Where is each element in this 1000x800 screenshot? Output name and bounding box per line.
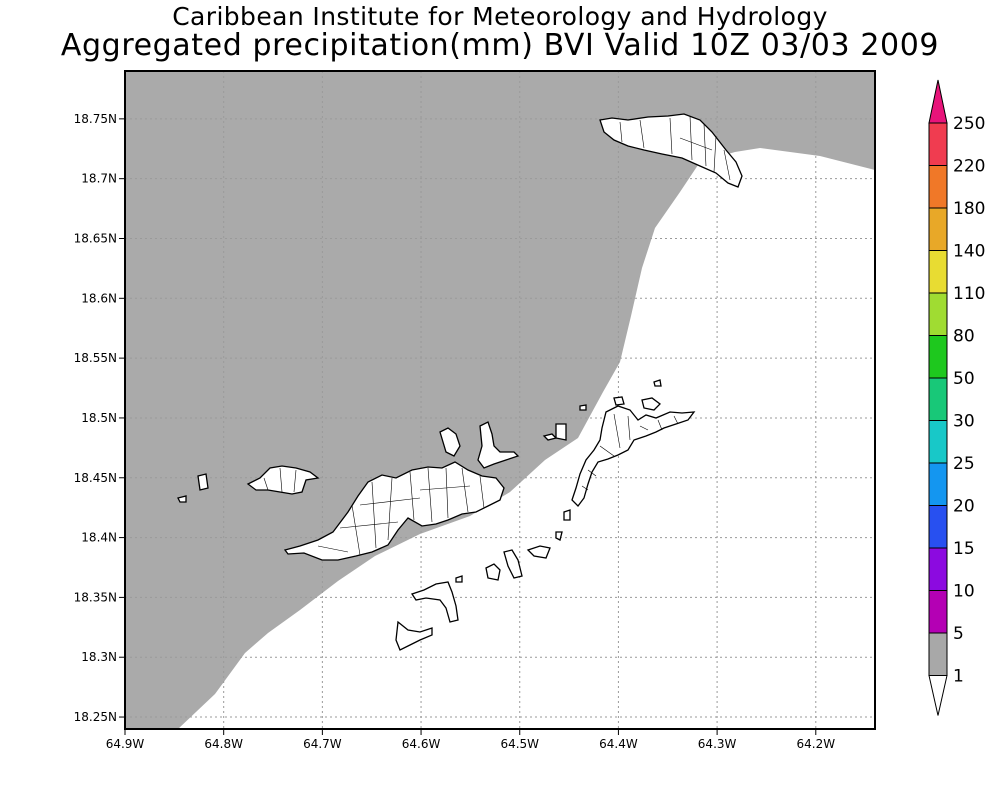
- y-tick-label: 18.45N: [74, 471, 117, 485]
- y-tick-label: 18.35N: [74, 590, 117, 604]
- colorbar-top-arrow: [928, 79, 948, 124]
- island-round-rock: [555, 531, 563, 541]
- y-tick-label: 18.5N: [81, 411, 117, 425]
- island-guana: [439, 427, 461, 457]
- colorbar-label: 220: [953, 157, 985, 177]
- chart-title-product: Aggregated precipitation(mm) BVI Valid 1…: [60, 28, 940, 63]
- plot-frame: [124, 70, 876, 730]
- x-tick-label: 64.8W: [204, 737, 243, 751]
- colorbar-swatch: [928, 122, 948, 166]
- x-tick-label: 64.3W: [698, 737, 737, 751]
- x-tick-label: 64.4W: [599, 737, 638, 751]
- island-peter: [410, 581, 459, 623]
- y-tick-label: 18.25N: [74, 710, 117, 724]
- colorbar-swatch: [928, 292, 948, 336]
- colorbar-swatch: [928, 250, 948, 294]
- colorbar-label: 50: [953, 369, 975, 389]
- island-ginger: [526, 545, 551, 559]
- island-jost-van-dyke: [246, 465, 320, 495]
- colorbar-swatch: [928, 335, 948, 379]
- colorbar-swatch: [928, 207, 948, 251]
- colorbar-label: 25: [953, 454, 975, 474]
- islands: [177, 113, 743, 651]
- y-tick-label: 18.6N: [81, 291, 117, 305]
- colorbar-swatch: [928, 420, 948, 464]
- colorbar-label: 250: [953, 114, 985, 134]
- island-small-rock: [579, 404, 587, 411]
- colorbar-swatch: [928, 377, 948, 421]
- x-tick-label: 64.9W: [106, 737, 145, 751]
- colorbar-label: 140: [953, 242, 985, 262]
- axis-ticks: 64.9W 64.8W 64.7W 64.6W 64.5W 64.4W 64.3W 64.2W…: [74, 112, 836, 751]
- colorbar-label: 15: [953, 539, 975, 559]
- island-cooper: [503, 549, 523, 579]
- x-tick-label: 64.5W: [500, 737, 539, 751]
- y-tick-label: 18.7N: [81, 172, 117, 186]
- island-mosquito: [613, 396, 625, 406]
- precip-shaded-region: [125, 71, 875, 729]
- colorbar-swatch: [928, 505, 948, 549]
- x-tick-label: 64.2W: [796, 737, 835, 751]
- colorbar-swatch: [928, 165, 948, 209]
- island-sandy-cay: [177, 495, 187, 503]
- island-salt: [485, 563, 501, 581]
- colorbar-label: 10: [953, 582, 975, 602]
- colorbar-bottom-arrow: [928, 675, 948, 716]
- colorbar: 250 220 180 140 110 80 50 30 25 20 15 10 5 1: [928, 79, 985, 716]
- colorbar-swatch: [928, 590, 948, 634]
- colorbar-label: 1: [953, 667, 964, 687]
- chart-title-institution: Caribbean Institute for Meteorology and …: [172, 2, 828, 31]
- island-norman: [395, 620, 433, 651]
- y-tick-label: 18.75N: [74, 112, 117, 126]
- island-virgin-gorda: [571, 405, 696, 507]
- colorbar-label: 110: [953, 284, 985, 304]
- colorbar-label: 20: [953, 497, 975, 517]
- island-dead-chest: [455, 575, 463, 583]
- island-scrub: [555, 423, 567, 441]
- colorbar-label: 180: [953, 199, 985, 219]
- island-fallen-jerusalem: [563, 509, 571, 521]
- island-necker: [653, 379, 662, 387]
- island-prickly-pear: [641, 397, 661, 411]
- colorbar-swatch: [928, 547, 948, 591]
- y-tick-label: 18.55N: [74, 351, 117, 365]
- colorbar-swatch: [928, 632, 948, 676]
- colorbar-label: 30: [953, 412, 975, 432]
- colorbar-label: 5: [953, 624, 964, 644]
- x-tick-label: 64.7W: [303, 737, 342, 751]
- island-anegada: [599, 113, 743, 188]
- island-great-camanoe: [477, 421, 520, 469]
- grid-lines: [125, 71, 875, 729]
- y-tick-label: 18.65N: [74, 231, 117, 245]
- x-tick-label: 64.6W: [402, 737, 441, 751]
- island-little-jost: [197, 473, 209, 491]
- colorbar-label: 80: [953, 327, 975, 347]
- y-tick-label: 18.4N: [81, 531, 117, 545]
- y-tick-label: 18.3N: [81, 650, 117, 664]
- island-tortola: [283, 461, 505, 561]
- colorbar-swatch: [928, 462, 948, 506]
